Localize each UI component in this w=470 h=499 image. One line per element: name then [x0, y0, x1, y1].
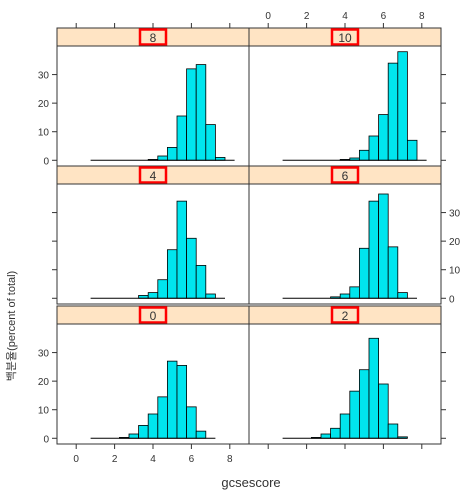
x-tick-label-top: 8: [419, 11, 425, 22]
strip-label-highlight: [330, 166, 360, 184]
histogram-bar: [406, 139, 418, 161]
histogram-bar: [349, 390, 360, 439]
histogram-bar: [330, 427, 341, 439]
panel-frame: [248, 183, 442, 305]
y-tick-label: 0: [43, 156, 49, 167]
histogram-bar: [186, 237, 197, 299]
panel-frame: [56, 183, 250, 305]
histogram-bar: [339, 413, 351, 439]
x-tick-label: 0: [73, 454, 79, 465]
strip-label-highlight: [138, 306, 168, 324]
histogram-bar: [186, 68, 197, 161]
histogram-bar: [176, 200, 188, 299]
y-tick-label: 10: [38, 406, 50, 417]
panel-8: 8: [56, 27, 250, 167]
histogram-bar: [186, 406, 197, 439]
histogram-bar: [378, 383, 389, 439]
histogram-bar: [157, 155, 168, 161]
x-tick-label-top: 6: [381, 11, 387, 22]
histogram-bar: [195, 265, 207, 299]
histogram-bar: [166, 360, 178, 439]
panel-10: 10: [248, 27, 442, 167]
histogram-bar: [358, 369, 370, 439]
panel-frame: [56, 45, 250, 167]
histogram-bar: [157, 396, 168, 439]
histogram-bar: [176, 365, 188, 439]
histogram-bar: [176, 115, 188, 161]
strip-label: 4: [150, 169, 157, 183]
y-tick-label: 20: [38, 99, 50, 110]
y-tick-label: 30: [449, 209, 461, 220]
y-tick-label: 0: [449, 294, 455, 305]
x-tick-label: 8: [227, 454, 233, 465]
histogram-bar: [205, 124, 216, 161]
strip-label: 0: [150, 309, 157, 323]
histogram-bar: [397, 51, 408, 161]
panel-4: 4: [56, 165, 250, 305]
strip-label-highlight: [330, 28, 360, 46]
strip-label-highlight: [330, 306, 360, 324]
x-tick-label: 6: [189, 454, 195, 465]
y-tick-label: 30: [38, 71, 50, 82]
x-tick-label: 4: [150, 454, 156, 465]
panel-6: 6: [248, 165, 442, 305]
x-tick-label-top: 2: [304, 11, 310, 22]
histogram-bar: [387, 246, 399, 299]
strip-label: 10: [338, 31, 352, 45]
panel-0: 0: [56, 305, 250, 445]
histogram-bar: [339, 293, 351, 299]
y-tick-label: 20: [38, 377, 50, 388]
strip-label: 6: [342, 169, 349, 183]
panels-layer: 8 10 4 6 0 2: [56, 27, 442, 445]
histogram-bar: [397, 292, 408, 299]
y-tick-label: 0: [43, 434, 49, 445]
histogram-bar: [138, 425, 149, 439]
histogram-bar: [358, 149, 370, 161]
y-axis-label: 백분율(percent of total): [5, 271, 18, 381]
histogram-bar: [147, 413, 159, 439]
y-tick-label: 10: [449, 266, 461, 277]
histogram-bar: [368, 135, 380, 161]
strip-label: 2: [342, 309, 349, 323]
histogram-bar: [166, 147, 178, 161]
histogram-bar: [147, 292, 159, 299]
histogram-bar: [157, 279, 168, 299]
strip-label: 8: [150, 31, 157, 45]
x-tick-label-top: 4: [342, 11, 348, 22]
histogram-bar: [368, 337, 380, 439]
histogram-bar: [387, 423, 399, 439]
histogram-bar: [128, 433, 139, 439]
panel-2: 2: [248, 305, 442, 445]
y-tick-label: 30: [38, 349, 50, 360]
histogram-bar: [349, 286, 360, 299]
histogram-bar: [358, 247, 370, 299]
histogram-bar: [378, 114, 389, 161]
histogram-bar: [320, 433, 332, 439]
histogram-bar: [205, 293, 216, 299]
histogram-bar: [387, 62, 399, 161]
strip-label-highlight: [138, 166, 168, 184]
histogram-bar: [368, 200, 380, 299]
x-tick-label: 2: [112, 454, 118, 465]
histogram-bar: [195, 64, 207, 161]
histogram-bar: [378, 193, 389, 299]
strip-label-highlight: [138, 28, 168, 46]
x-tick-label-top: 0: [265, 11, 271, 22]
histogram-bar: [195, 430, 207, 439]
y-tick-label: 10: [38, 128, 50, 139]
x-axis-label: gcsescore: [221, 475, 280, 490]
histogram-bar: [166, 249, 178, 299]
y-tick-label: 20: [449, 237, 461, 248]
